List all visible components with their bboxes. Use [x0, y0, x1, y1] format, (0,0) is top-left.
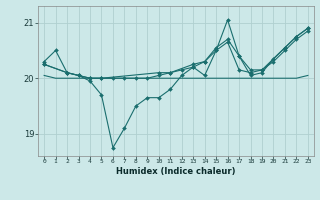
- X-axis label: Humidex (Indice chaleur): Humidex (Indice chaleur): [116, 167, 236, 176]
